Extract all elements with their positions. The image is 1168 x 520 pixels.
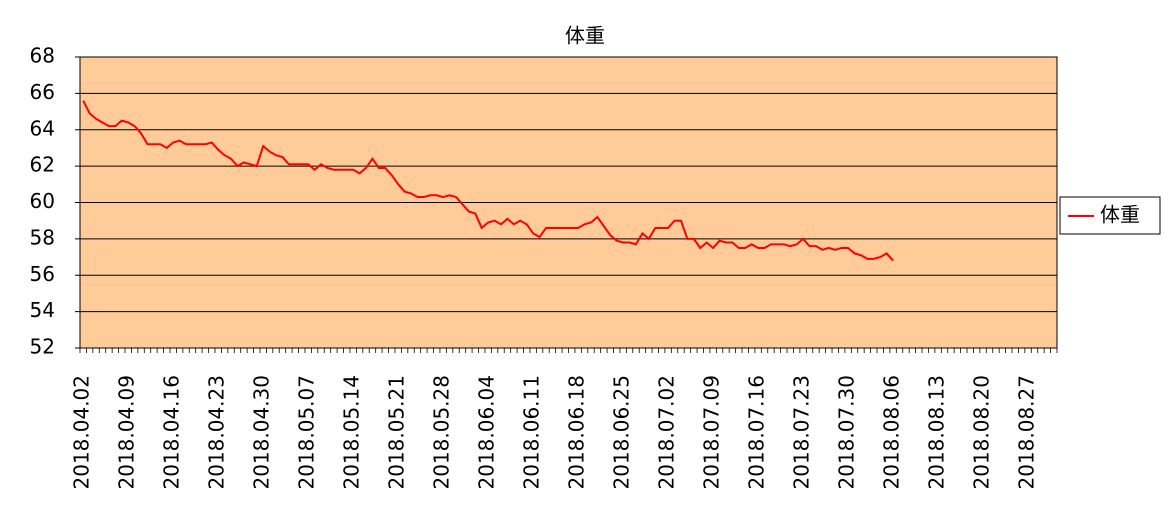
y-tick-label: 68: [30, 44, 55, 68]
y-tick-label: 54: [30, 298, 55, 322]
x-tick-label: 2018.07.30: [835, 375, 859, 490]
x-tick-label: 2018.07.02: [655, 375, 679, 490]
x-tick-label: 2018.06.18: [565, 375, 589, 490]
x-tick-label: 2018.05.21: [385, 375, 409, 490]
legend-box: [1059, 196, 1161, 235]
chart-title: 体重: [565, 24, 605, 48]
y-tick-label: 58: [30, 225, 55, 249]
legend-label: 体重: [1100, 203, 1140, 227]
y-tick-label: 60: [30, 189, 55, 213]
x-tick-label: 2018.04.02: [70, 375, 94, 490]
x-tick-label: 2018.04.23: [205, 375, 229, 490]
y-tick-label: 56: [30, 262, 55, 286]
x-tick-label: 2018.04.16: [160, 375, 184, 490]
x-tick-label: 2018.07.23: [790, 375, 814, 490]
y-tick-label: 66: [30, 80, 55, 104]
x-tick-label: 2018.06.25: [610, 375, 634, 490]
x-tick-label: 2018.05.28: [430, 375, 454, 490]
x-tick-label: 2018.06.04: [475, 375, 499, 490]
x-tick-label: 2018.04.30: [250, 375, 274, 490]
x-tick-label: 2018.07.16: [745, 375, 769, 490]
x-tick-label: 2018.07.09: [700, 375, 724, 490]
x-tick-label: 2018.08.13: [925, 375, 949, 490]
x-tick-label: 2018.06.11: [520, 375, 544, 490]
x-tick-label: 2018.05.07: [295, 375, 319, 490]
y-tick-label: 62: [30, 153, 55, 177]
x-tick-label: 2018.04.09: [115, 375, 139, 490]
x-tick-label: 2018.05.14: [340, 375, 364, 490]
x-tick-label: 2018.08.06: [880, 375, 904, 490]
x-tick-label: 2018.08.20: [970, 375, 994, 490]
y-tick-label: 52: [30, 335, 55, 359]
x-tick-label: 2018.08.27: [1015, 375, 1039, 490]
data-line: [82, 100, 894, 262]
y-tick-label: 64: [30, 116, 55, 140]
